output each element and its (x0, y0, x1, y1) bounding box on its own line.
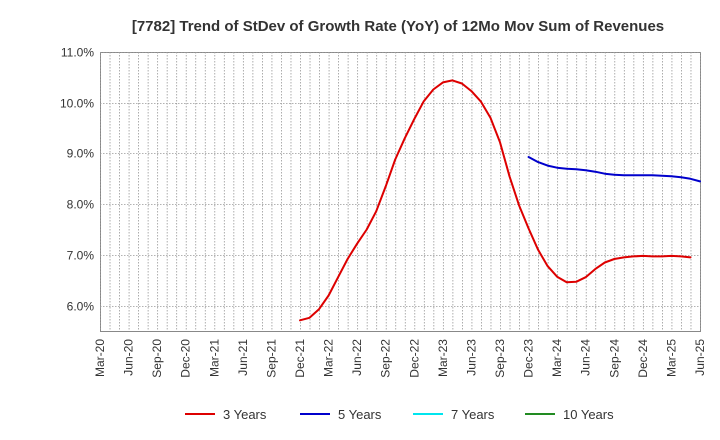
legend-label: 7 Years (451, 407, 495, 422)
x-tick-label: Dec-20 (179, 339, 193, 378)
x-tick-label: Mar-20 (93, 339, 107, 377)
legend: 3 Years 5 Years 7 Years 10 Years (185, 407, 614, 422)
x-tick-label: Sep-23 (493, 339, 507, 378)
series-line-3-years (299, 79, 692, 322)
y-tick-label: 8.0% (67, 198, 95, 212)
x-tick-label: Jun-23 (464, 339, 478, 376)
chart-title: [7782] Trend of StDev of Growth Rate (Yo… (132, 18, 664, 35)
y-tick-label: 6.0% (67, 300, 95, 314)
x-tick-label: Mar-25 (664, 339, 678, 377)
vertical-gridlines (100, 52, 701, 331)
legend-label: 5 Years (338, 407, 382, 422)
y-tick-label: 9.0% (67, 147, 95, 161)
x-tick-label: Jun-24 (579, 339, 593, 376)
series-lines (299, 79, 701, 322)
x-tick-label: Sep-22 (379, 339, 393, 378)
horizontal-gridlines (100, 52, 700, 307)
x-tick-label: Jun-20 (122, 339, 136, 376)
x-tick-label: Sep-24 (607, 339, 621, 378)
series-line-5-years (527, 156, 701, 183)
x-axis-ticks: Mar-20 Jun-20 Sep-20 Dec-20 Mar-21 Jun-21 Sep-… (93, 339, 707, 378)
y-tick-label: 11.0% (61, 46, 94, 60)
legend-label: 10 Years (563, 407, 614, 422)
x-tick-label: Mar-23 (436, 339, 450, 377)
x-tick-label: Dec-23 (522, 339, 536, 378)
x-tick-label: Sep-20 (150, 339, 164, 378)
x-tick-label: Sep-21 (264, 339, 278, 378)
y-axis-ticks: 6.0% 7.0% 8.0% 9.0% 10.0% 11.0% (60, 46, 94, 314)
x-tick-label: Dec-21 (293, 339, 307, 378)
x-tick-label: Jun-25 (693, 339, 707, 376)
legend-label: 3 Years (223, 407, 267, 422)
x-tick-label: Jun-21 (236, 339, 250, 376)
x-tick-label: Jun-22 (350, 339, 364, 376)
y-tick-label: 10.0% (60, 97, 94, 111)
x-tick-label: Mar-24 (550, 339, 564, 377)
plot-area (100, 52, 701, 332)
x-tick-label: Dec-22 (407, 339, 421, 378)
y-tick-label: 7.0% (67, 249, 95, 263)
x-tick-label: Mar-22 (322, 339, 336, 377)
plot-background (100, 52, 700, 331)
x-tick-label: Mar-21 (207, 339, 221, 377)
x-tick-label: Dec-24 (636, 339, 650, 378)
